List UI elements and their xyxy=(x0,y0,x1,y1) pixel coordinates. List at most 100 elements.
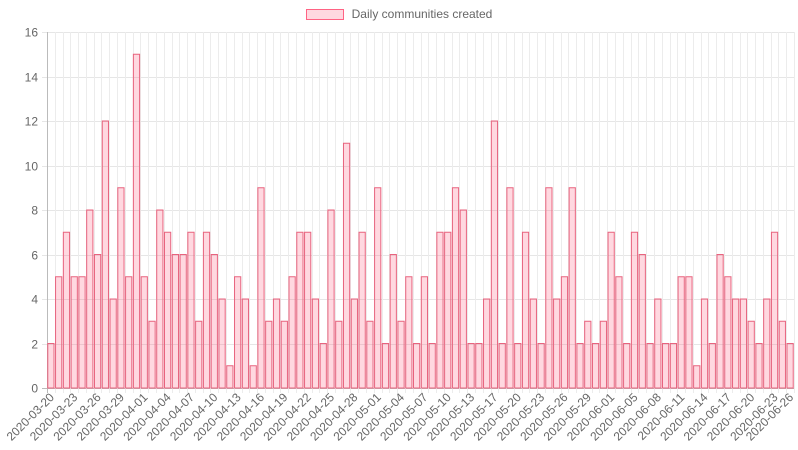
bar[interactable] xyxy=(451,187,460,389)
bar[interactable] xyxy=(521,231,530,389)
bar[interactable] xyxy=(70,276,78,389)
bar[interactable] xyxy=(164,231,172,389)
bar[interactable] xyxy=(195,320,203,389)
bar[interactable] xyxy=(296,231,304,389)
bar[interactable] xyxy=(607,231,615,389)
bar[interactable] xyxy=(304,231,312,389)
bar[interactable] xyxy=(568,187,576,389)
bar[interactable] xyxy=(140,276,148,389)
bar[interactable] xyxy=(78,276,86,389)
bar[interactable] xyxy=(311,298,320,389)
bar[interactable] xyxy=(591,343,600,389)
y-tick-label: 4 xyxy=(31,293,38,307)
bar[interactable] xyxy=(483,298,491,389)
bar[interactable] xyxy=(202,231,211,389)
y-tick-label: 0 xyxy=(31,382,38,396)
bar[interactable] xyxy=(755,343,763,389)
bar[interactable] xyxy=(179,254,187,389)
bar[interactable] xyxy=(381,343,390,389)
bar[interactable] xyxy=(62,231,71,389)
bar[interactable] xyxy=(101,120,109,389)
bar[interactable] xyxy=(529,298,537,389)
bar[interactable] xyxy=(584,320,592,389)
bar[interactable] xyxy=(265,320,273,389)
bar[interactable] xyxy=(226,365,234,389)
bar[interactable] xyxy=(506,187,514,389)
bar[interactable] xyxy=(444,231,452,389)
bar[interactable] xyxy=(171,254,180,389)
bar[interactable] xyxy=(342,142,351,389)
bar[interactable] xyxy=(630,231,639,389)
bar[interactable] xyxy=(288,276,296,389)
bar[interactable] xyxy=(86,209,94,389)
bar[interactable] xyxy=(413,343,421,389)
bar[interactable] xyxy=(187,231,195,389)
bar[interactable] xyxy=(148,320,156,389)
legend[interactable]: Daily communities created xyxy=(0,7,798,21)
bar[interactable] xyxy=(514,343,522,389)
bar[interactable] xyxy=(218,298,226,389)
bar[interactable] xyxy=(319,343,327,389)
bar[interactable] xyxy=(537,343,545,389)
bar[interactable] xyxy=(490,120,499,389)
bar[interactable] xyxy=(778,320,786,389)
bar[interactable] xyxy=(234,276,242,389)
bar[interactable] xyxy=(654,298,662,389)
bar[interactable] xyxy=(545,187,553,389)
bar[interactable] xyxy=(700,298,709,389)
bar[interactable] xyxy=(358,231,366,389)
bar[interactable] xyxy=(662,343,670,389)
bar[interactable] xyxy=(615,276,623,389)
bar[interactable] xyxy=(599,320,607,389)
bar[interactable] xyxy=(669,343,678,389)
bar[interactable] xyxy=(397,320,405,389)
bar[interactable] xyxy=(646,343,654,389)
bar[interactable] xyxy=(498,343,506,389)
bar[interactable] xyxy=(786,343,794,389)
bar[interactable] xyxy=(117,187,125,389)
bar[interactable] xyxy=(716,254,724,389)
bar[interactable] xyxy=(770,231,779,389)
bar[interactable] xyxy=(763,298,771,389)
bar[interactable] xyxy=(467,343,475,389)
bar[interactable] xyxy=(405,276,413,389)
bar[interactable] xyxy=(210,254,218,389)
bar[interactable] xyxy=(459,209,467,389)
bar[interactable] xyxy=(272,298,281,389)
bar[interactable] xyxy=(335,320,343,389)
bar[interactable] xyxy=(623,343,631,389)
bar[interactable] xyxy=(257,187,265,389)
bar[interactable] xyxy=(125,276,133,389)
bar[interactable] xyxy=(109,298,117,389)
bar[interactable] xyxy=(249,365,257,389)
bar[interactable] xyxy=(47,343,55,389)
bar[interactable] xyxy=(677,276,685,389)
bar[interactable] xyxy=(132,53,141,389)
bar[interactable] xyxy=(55,276,63,389)
y-tick-label: 10 xyxy=(25,160,39,174)
bar[interactable] xyxy=(436,231,444,389)
bar[interactable] xyxy=(280,320,288,389)
bar[interactable] xyxy=(156,209,164,389)
bar[interactable] xyxy=(389,254,397,389)
bar[interactable] xyxy=(93,254,102,389)
bar[interactable] xyxy=(374,187,382,389)
bar[interactable] xyxy=(576,343,584,389)
bar[interactable] xyxy=(327,209,335,389)
bar[interactable] xyxy=(708,343,716,389)
bar[interactable] xyxy=(685,276,693,389)
bar[interactable] xyxy=(739,298,748,389)
bar[interactable] xyxy=(560,276,569,389)
bar[interactable] xyxy=(638,254,646,389)
bar[interactable] xyxy=(428,343,436,389)
bar[interactable] xyxy=(350,298,358,389)
bar[interactable] xyxy=(420,276,429,389)
bar[interactable] xyxy=(366,320,374,389)
bar[interactable] xyxy=(747,320,755,389)
bar[interactable] xyxy=(724,276,732,389)
bar[interactable] xyxy=(475,343,483,389)
bar[interactable] xyxy=(732,298,740,389)
bar[interactable] xyxy=(553,298,561,389)
bar[interactable] xyxy=(241,298,250,389)
bar[interactable] xyxy=(693,365,701,389)
